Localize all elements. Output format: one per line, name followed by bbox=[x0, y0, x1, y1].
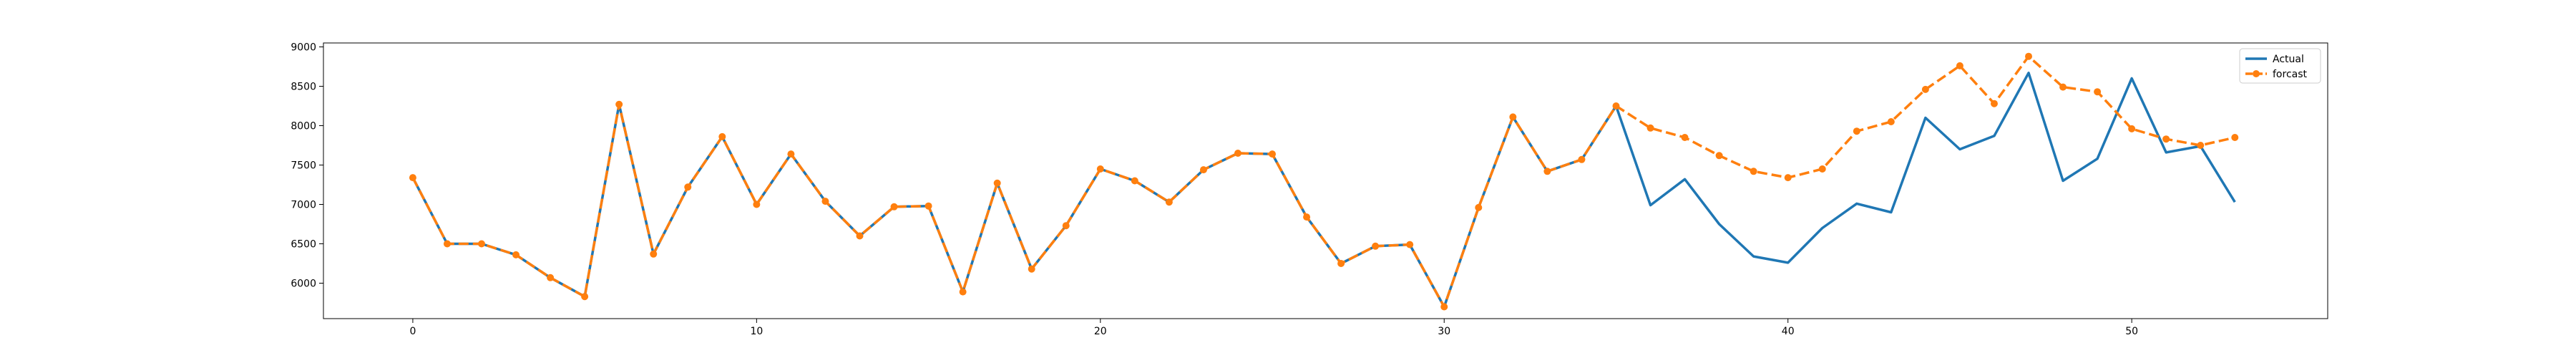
data-point-forcast bbox=[856, 232, 864, 240]
legend-label-actual: Actual bbox=[2273, 54, 2304, 65]
data-point-forcast bbox=[1956, 62, 1963, 69]
data-point-forcast bbox=[512, 251, 520, 258]
data-point-forcast bbox=[787, 150, 795, 158]
data-point-forcast bbox=[1096, 165, 1104, 173]
data-point-forcast bbox=[2231, 134, 2239, 141]
y-axis: 6000 6500 7000 7500 8000 8500 9000 bbox=[291, 42, 323, 290]
data-point-forcast bbox=[1199, 166, 1207, 174]
x-tick-label: 20 bbox=[1094, 326, 1107, 337]
data-point-forcast bbox=[1578, 155, 1586, 163]
data-point-forcast bbox=[1681, 134, 1689, 141]
data-point-forcast bbox=[1303, 213, 1311, 221]
x-tick-label: 0 bbox=[409, 326, 416, 337]
x-axis: 0 10 20 30 40 50 bbox=[409, 319, 2138, 337]
data-point-forcast bbox=[959, 288, 967, 296]
data-point-forcast bbox=[753, 200, 761, 208]
data-point-forcast bbox=[1165, 198, 1173, 206]
data-point-forcast bbox=[1715, 152, 1723, 160]
data-point-forcast bbox=[1921, 85, 1929, 93]
data-point-forcast bbox=[1818, 165, 1826, 173]
data-point-forcast bbox=[1475, 203, 1483, 211]
x-tick-label: 30 bbox=[1438, 326, 1450, 337]
data-point-forcast bbox=[2094, 88, 2102, 96]
series-line-forcast bbox=[411, 54, 2235, 309]
y-tick-label: 8500 bbox=[291, 82, 316, 93]
data-point-forcast bbox=[1062, 222, 1070, 230]
data-point-forcast bbox=[1646, 124, 1654, 132]
data-point-forcast bbox=[1234, 150, 1241, 157]
data-point-forcast bbox=[1784, 174, 1792, 182]
data-point-forcast bbox=[1612, 102, 1620, 110]
data-point-forcast bbox=[1887, 118, 1895, 125]
x-tick-label: 10 bbox=[750, 326, 763, 337]
data-point-forcast bbox=[1509, 113, 1517, 121]
y-tick-label: 8000 bbox=[291, 121, 316, 132]
data-point-forcast bbox=[650, 250, 658, 258]
data-point-forcast bbox=[1543, 168, 1551, 175]
data-point-forcast bbox=[2162, 135, 2170, 143]
data-point-forcast bbox=[1440, 303, 1448, 311]
data-point-forcast bbox=[478, 240, 486, 248]
data-point-forcast bbox=[581, 293, 589, 301]
series-layer bbox=[409, 52, 2239, 311]
y-tick-label: 6000 bbox=[291, 279, 316, 290]
data-point-forcast bbox=[443, 240, 451, 248]
data-point-forcast bbox=[1853, 127, 1860, 135]
y-tick-label: 7000 bbox=[291, 200, 316, 211]
data-point-forcast bbox=[821, 198, 829, 205]
data-point-forcast bbox=[1990, 100, 1998, 107]
data-point-forcast bbox=[547, 274, 555, 281]
data-point-forcast bbox=[615, 100, 623, 108]
x-tick-label: 40 bbox=[1782, 326, 1795, 337]
legend-marker-forcast bbox=[2253, 70, 2260, 77]
y-tick-label: 7500 bbox=[291, 160, 316, 172]
plot-area bbox=[323, 42, 2328, 319]
data-point-forcast bbox=[2197, 142, 2205, 149]
data-point-forcast bbox=[409, 174, 416, 182]
data-point-forcast bbox=[890, 203, 898, 211]
data-point-forcast bbox=[1269, 150, 1277, 158]
y-tick-label: 6500 bbox=[291, 239, 316, 251]
data-point-forcast bbox=[1750, 168, 1757, 175]
plot-frame bbox=[323, 42, 2328, 319]
data-point-forcast bbox=[2025, 52, 2033, 60]
data-point-forcast bbox=[1406, 241, 1414, 248]
data-point-forcast bbox=[1337, 260, 1345, 267]
x-tick-label: 50 bbox=[2125, 326, 2138, 337]
data-point-forcast bbox=[924, 202, 932, 210]
data-point-forcast bbox=[1028, 265, 1035, 273]
y-tick-label: 9000 bbox=[291, 42, 316, 54]
data-point-forcast bbox=[1372, 242, 1380, 250]
legend: Actual forcast bbox=[2239, 48, 2321, 84]
data-point-forcast bbox=[1131, 177, 1138, 185]
data-point-forcast bbox=[993, 179, 1001, 187]
data-point-forcast bbox=[684, 183, 692, 191]
data-point-forcast bbox=[2059, 83, 2067, 91]
data-point-forcast bbox=[718, 132, 726, 140]
data-point-forcast bbox=[2128, 125, 2136, 132]
legend-label-forcast: forcast bbox=[2273, 69, 2308, 80]
